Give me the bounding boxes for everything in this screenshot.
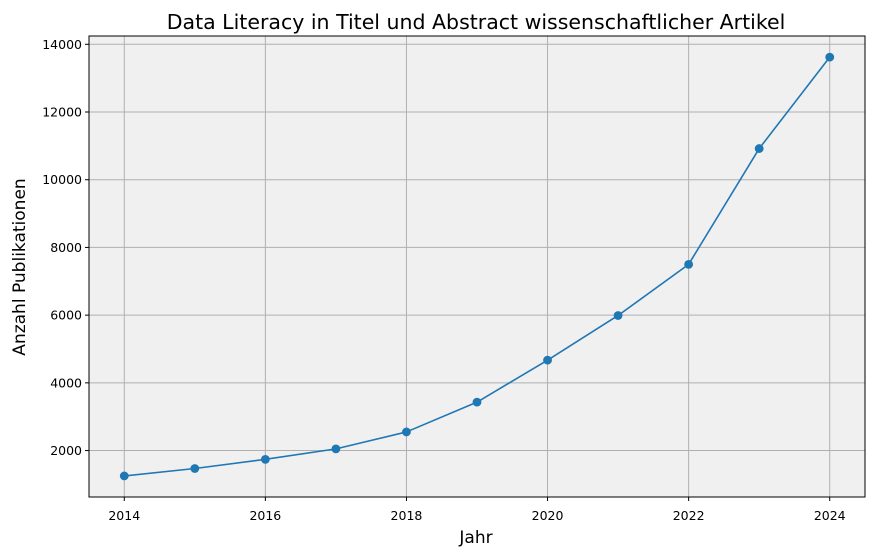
y-tick-label: 8000 — [50, 240, 82, 255]
y-tick-label: 6000 — [50, 308, 82, 323]
y-tick-label: 10000 — [42, 172, 82, 187]
data-point — [190, 464, 200, 473]
data-point — [472, 397, 482, 407]
series-group — [119, 52, 835, 481]
x-tick-label: 2022 — [673, 508, 705, 523]
y-tick-label: 14000 — [42, 37, 82, 52]
data-point — [331, 444, 341, 454]
x-tick-label: 2014 — [108, 508, 140, 523]
x-tick-label: 2018 — [391, 508, 423, 523]
y-tick-label: 4000 — [50, 375, 82, 390]
x-tick-label: 2024 — [814, 508, 846, 523]
data-point — [613, 311, 623, 320]
data-point — [825, 52, 835, 62]
x-tick-label: 2020 — [532, 508, 564, 523]
y-axis-title: Anzahl Publikationen — [10, 178, 30, 355]
plot-frame — [88, 35, 866, 498]
data-point — [402, 427, 411, 437]
plot-area — [89, 36, 865, 497]
data-point — [260, 454, 270, 464]
x-tick-label: 2016 — [249, 508, 281, 523]
data-point — [119, 471, 129, 481]
data-point — [754, 144, 764, 153]
y-tick-label: 12000 — [42, 105, 82, 120]
x-axis-title: Jahr — [458, 528, 492, 548]
data-point — [684, 259, 694, 269]
data-point — [543, 355, 552, 365]
chart-title: Data Literacy in Titel und Abstract wiss… — [167, 10, 786, 34]
y-tick-label: 2000 — [50, 443, 82, 458]
ticks: 2014 2016 2018 2020 2022 2024 2000 4000 6000 8000… — [42, 37, 845, 523]
